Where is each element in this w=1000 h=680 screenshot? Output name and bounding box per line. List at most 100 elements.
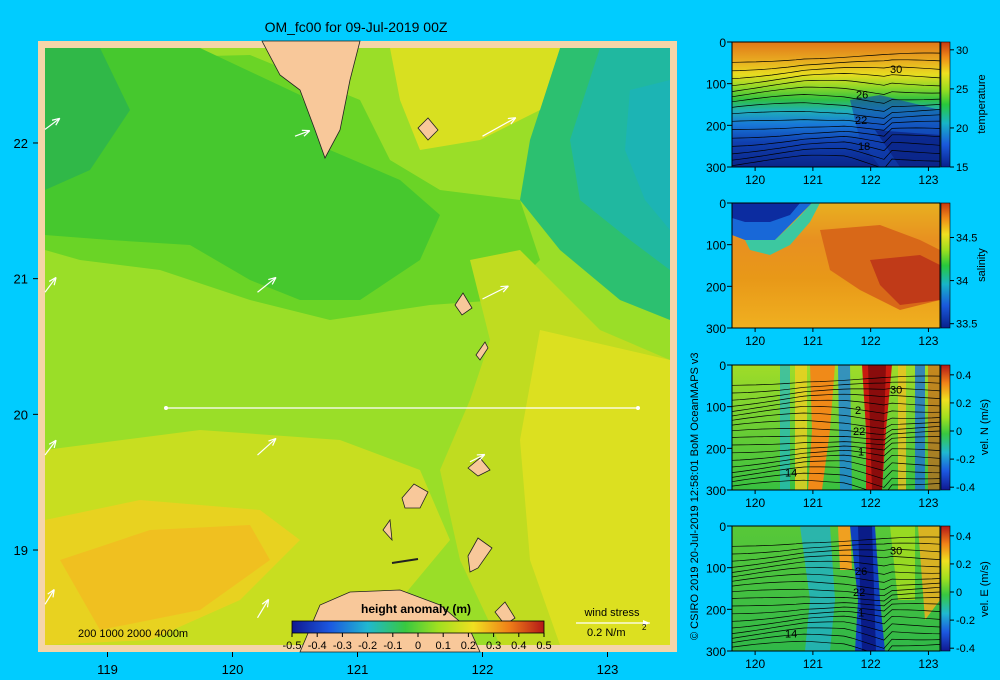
- lon-tick-label: 123: [918, 496, 938, 510]
- wind-arrow: [44, 276, 57, 293]
- contour-line: [732, 597, 940, 607]
- lon-tick-label: 123: [918, 173, 938, 187]
- colorbar-title: height anomaly (m): [361, 602, 471, 616]
- contour-line: [732, 59, 940, 72]
- wind-stress-label: wind stress: [583, 607, 640, 619]
- contour-line: [732, 86, 940, 98]
- contour-line: [732, 405, 940, 417]
- cb-tick-label: -0.2: [956, 615, 975, 627]
- contour-line: [732, 548, 940, 562]
- cb-tick-label: 25: [956, 84, 968, 96]
- salinity-label: salinity: [976, 248, 988, 282]
- depth-tick-label: 300: [706, 322, 726, 336]
- cb-tick-label: 34: [956, 276, 968, 288]
- depth-tick-label: 0: [719, 359, 726, 373]
- cb-tick-label: 0.2: [956, 398, 971, 410]
- map-x-tick-label: 123: [597, 662, 619, 677]
- depth-tick-label: 200: [706, 280, 726, 294]
- contour-line: [732, 102, 940, 112]
- cb-tick-label: 34.5: [956, 232, 977, 244]
- cb-tick-label: 0.4: [956, 531, 971, 543]
- contour-line: [732, 573, 940, 583]
- contour-line: [732, 154, 940, 167]
- credit-text: © CSIRO 2019 20-Jul-2019 12:58:01 BoM Oc…: [689, 352, 701, 640]
- contour-line: [732, 399, 940, 412]
- contour-line: [732, 454, 940, 468]
- wind-arrow: [44, 117, 61, 130]
- colorbar-tick-label: -0.5: [283, 640, 302, 652]
- lon-tick-label: 121: [803, 496, 823, 510]
- vel-e-label: vel. E (m/s): [979, 561, 991, 617]
- panel-frame: [731, 364, 941, 491]
- depth-tick-label: 200: [706, 442, 726, 456]
- wind-scale-exponent: 2: [642, 623, 647, 632]
- vel-n-colorbar: [940, 364, 951, 491]
- lon-tick-label: 121: [803, 173, 823, 187]
- contour-label: 14: [785, 628, 797, 640]
- contour-line: [732, 114, 940, 125]
- lon-tick-label: 122: [861, 173, 881, 187]
- wind-arrow: [294, 129, 311, 137]
- wind-arrow: [482, 285, 509, 300]
- map-x-tick-label: 121: [347, 662, 369, 677]
- lon-tick-label: 122: [861, 334, 881, 348]
- wind-arrow: [482, 117, 517, 137]
- contour-line: [732, 609, 940, 622]
- wind-scale-arrowhead: [643, 620, 650, 626]
- contour-line: [732, 479, 940, 490]
- panel-frame: [731, 41, 941, 168]
- contour-line: [732, 560, 940, 573]
- land-taiwan: [261, 40, 361, 159]
- contour-label: 30: [890, 64, 902, 76]
- contour-line: [732, 52, 940, 63]
- contour-line: [732, 472, 940, 488]
- contour-label: 30: [890, 545, 902, 557]
- contour-line: [732, 603, 940, 615]
- height-anomaly-field: [45, 48, 670, 645]
- land-islet: [475, 341, 489, 361]
- contour-line: [732, 542, 940, 555]
- contour-line: [732, 430, 940, 441]
- contour-line: [732, 79, 940, 92]
- depth-tick-label: 300: [706, 161, 726, 175]
- depth-tick-label: 100: [706, 401, 726, 415]
- contour-label: 1: [858, 608, 864, 620]
- panel-vel-e: 30 26 22 1 14 vel. E (m/s): [731, 525, 991, 652]
- salinity-colorbar: [940, 202, 951, 329]
- contour-line: [732, 536, 940, 547]
- contour-line: [732, 586, 940, 597]
- contour-line: [732, 566, 940, 578]
- cb-tick-label: -0.4: [956, 482, 975, 494]
- map-y-tick-label: 19: [14, 543, 28, 558]
- colorbar-gradient: [291, 620, 545, 634]
- colorbar-tick-label: 0.1: [436, 640, 451, 652]
- contour-line: [732, 627, 940, 641]
- depth-tick-label: 0: [719, 197, 726, 211]
- cb-tick-label: 0.2: [956, 559, 971, 571]
- wind-arrow: [257, 437, 277, 456]
- depth-tick-label: 200: [706, 603, 726, 617]
- cb-tick-label: 30: [956, 45, 968, 57]
- cb-tick-label: 33.5: [956, 319, 977, 331]
- colorbar-tick-label: 0.4: [511, 640, 526, 652]
- panel-salinity: salinity: [731, 202, 988, 329]
- lon-tick-label: 120: [745, 657, 765, 671]
- cb-tick-label: -0.4: [956, 643, 975, 655]
- wind-scale-value: 0.2 N/m: [587, 627, 626, 639]
- vel-n-section: [732, 365, 940, 490]
- colorbar-tick-label: 0: [415, 640, 421, 652]
- contour-line: [732, 73, 940, 87]
- wind-vectors: [44, 117, 517, 619]
- land-islet: [391, 558, 419, 564]
- land-islet: [467, 457, 491, 477]
- colorbar-tick-label: -0.3: [333, 640, 352, 652]
- depth-tick-label: 100: [706, 562, 726, 576]
- contour-label: 18: [858, 141, 870, 153]
- lon-tick-label: 123: [918, 657, 938, 671]
- cb-tick-label: 0: [956, 426, 962, 438]
- map-axes: 119 120 121 122 123 22 21 20 19: [14, 136, 619, 677]
- contour-line: [732, 109, 940, 119]
